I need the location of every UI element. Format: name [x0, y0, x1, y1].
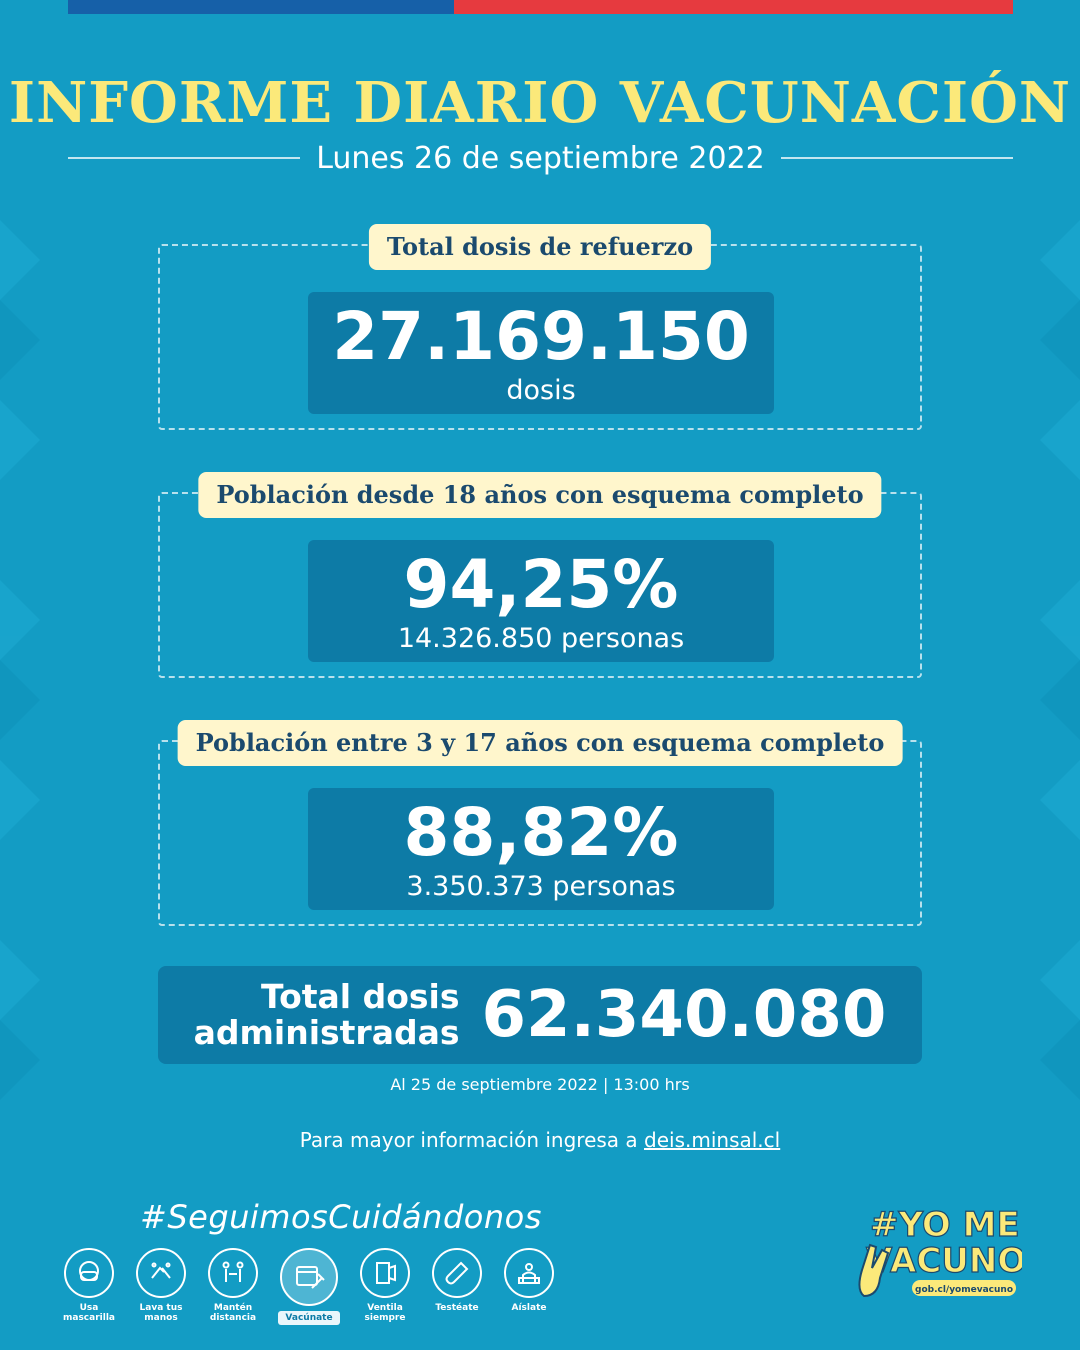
divider-right	[780, 157, 1013, 159]
vaccine-icon	[280, 1248, 338, 1306]
total-doses-box: Total dosis administradas 62.340.080	[158, 966, 922, 1064]
card-sub: 3.350.373 personas	[406, 871, 676, 902]
card-value: 94,25%	[403, 546, 679, 623]
icon-item-isolate: Aíslate	[502, 1248, 556, 1325]
icon-label: Mantén distancia	[209, 1303, 257, 1323]
hashtag: #SeguimosCuidándonos	[140, 1198, 542, 1236]
card-value-box: 94,25% 14.326.850 personas	[308, 540, 774, 662]
icon-label: Vacúnate	[278, 1311, 340, 1325]
logo-url: gob.cl/yomevacuno	[915, 1285, 1013, 1295]
yomevacuno-logo: #YO ME VACUNO gob.cl/yomevacuno	[858, 1204, 1022, 1298]
icon-item-mask: Usa mascarilla	[62, 1248, 116, 1325]
prevention-icons-row: Usa mascarilla Lava tus manos Mantén dis…	[62, 1248, 556, 1325]
icon-item-hands: Lava tus manos	[134, 1248, 188, 1325]
card-value-box: 88,82% 3.350.373 personas	[308, 788, 774, 910]
card-children-complete: Población entre 3 y 17 años con esquema …	[158, 720, 922, 926]
data-cutoff-note: Al 25 de septiembre 2022 | 13:00 hrs	[390, 1075, 690, 1094]
distance-icon	[208, 1248, 258, 1298]
hands-wash-icon	[136, 1248, 186, 1298]
card-value: 27.169.150	[332, 298, 750, 375]
logo-line2: VACUNO	[866, 1241, 1022, 1281]
icon-item-distance: Mantén distancia	[206, 1248, 260, 1325]
icon-label: Aíslate	[511, 1303, 547, 1313]
icon-item-ventilate: Ventila siempre	[358, 1248, 412, 1325]
flag-bar-red	[454, 0, 1013, 14]
card-adults-complete: Población desde 18 años con esquema comp…	[158, 472, 922, 678]
isolate-icon	[504, 1248, 554, 1298]
flag-bar-blue	[68, 0, 454, 14]
test-tube-icon	[432, 1248, 482, 1298]
divider-left	[68, 157, 301, 159]
deis-link[interactable]: deis.minsal.cl	[644, 1128, 781, 1152]
icon-label: Ventila siempre	[364, 1303, 406, 1323]
icon-label: Testéate	[435, 1303, 479, 1313]
logo-line1: #YO ME	[870, 1205, 1020, 1245]
total-label: Total dosis administradas	[194, 979, 460, 1051]
report-date: Lunes 26 de septiembre 2022	[316, 140, 765, 176]
icon-label: Usa mascarilla	[63, 1303, 115, 1323]
card-value: 88,82%	[403, 794, 679, 871]
more-info-text: Para mayor información ingresa a	[299, 1128, 645, 1152]
icon-label: Lava tus manos	[139, 1303, 183, 1323]
total-label-line1: Total dosis	[260, 977, 460, 1016]
victory-hand-icon	[858, 1243, 890, 1298]
icon-item-vaccine: Vacúnate	[278, 1248, 340, 1325]
card-label: Población entre 3 y 17 años con esquema …	[177, 720, 903, 766]
card-booster-doses: Total dosis de refuerzo 27.169.150 dosis	[158, 224, 922, 430]
page-title: INFORME DIARIO VACUNACIÓN	[8, 70, 1072, 136]
card-value-box: 27.169.150 dosis	[308, 292, 774, 414]
date-row: Lunes 26 de septiembre 2022	[68, 138, 1013, 178]
icon-item-test: Testéate	[430, 1248, 484, 1325]
total-value: 62.340.080	[481, 978, 887, 1052]
mask-icon	[64, 1248, 114, 1298]
logo-url-pill	[912, 1280, 1016, 1296]
card-label: Total dosis de refuerzo	[368, 224, 712, 270]
window-icon	[360, 1248, 410, 1298]
more-info: Para mayor información ingresa a deis.mi…	[0, 1128, 1080, 1152]
card-sub: dosis	[506, 375, 576, 406]
card-sub: 14.326.850 personas	[397, 623, 685, 654]
total-label-line2: administradas	[193, 1013, 460, 1052]
card-label: Población desde 18 años con esquema comp…	[198, 472, 882, 518]
